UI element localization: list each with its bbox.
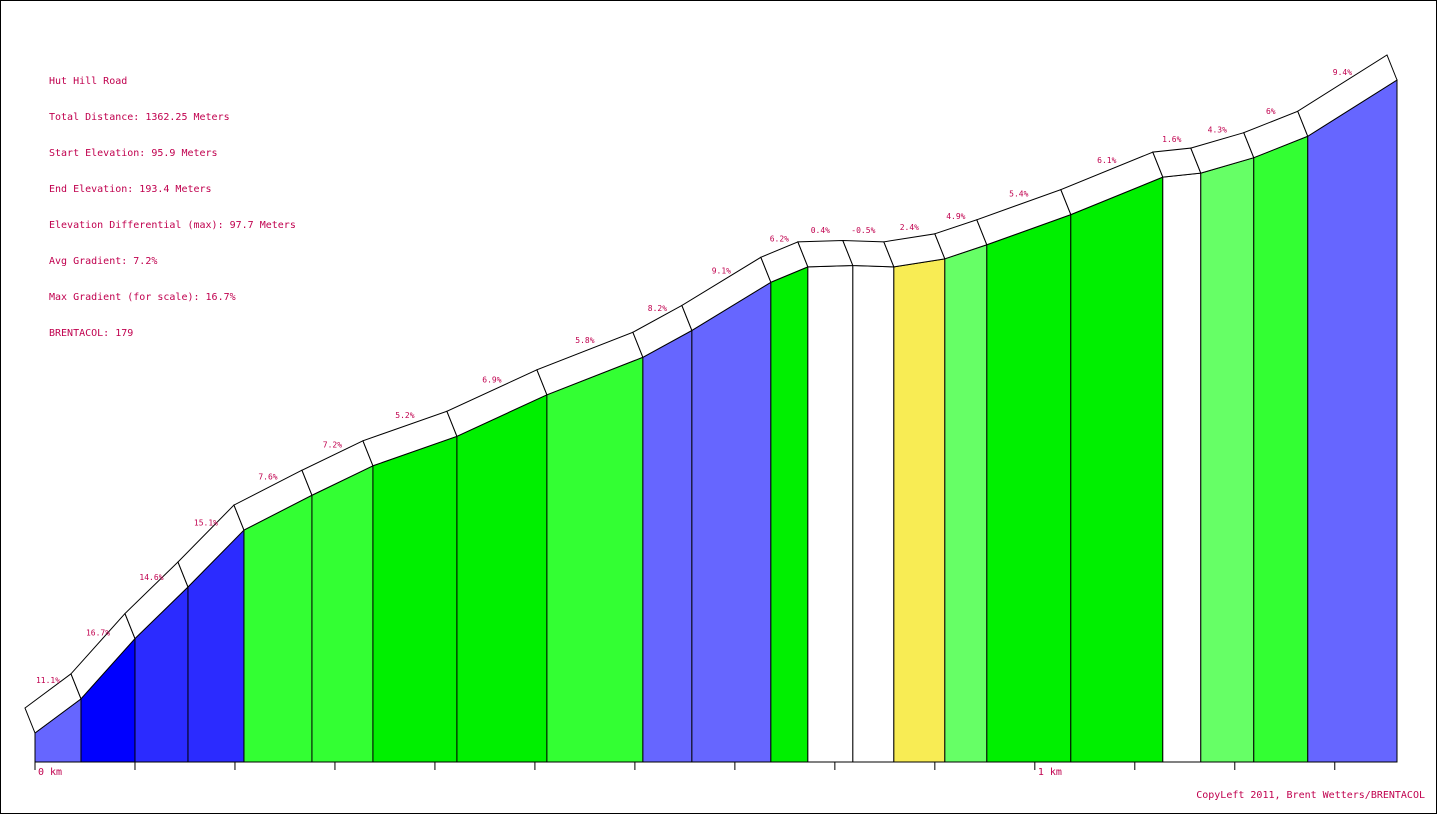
grade-label: -0.5% (851, 226, 875, 235)
grade-label: 16.7% (86, 629, 110, 638)
x-axis-km-label: 1 km (1038, 767, 1062, 778)
grade-label: 7.2% (323, 441, 342, 450)
grade-label: 6.1% (1097, 156, 1116, 165)
end-elevation: End Elevation: 193.4 Meters (49, 184, 212, 195)
grade-label: 11.1% (36, 676, 60, 685)
grade-label: 6.2% (770, 235, 789, 244)
gradient-segment (642, 329, 693, 763)
gradient-segment (311, 464, 374, 763)
grade-label: 9.1% (712, 266, 731, 275)
grade-label: 14.6% (139, 573, 163, 582)
grade-label: 6.9% (482, 376, 501, 385)
gradient-segment (944, 244, 988, 763)
gradient-segment (1162, 172, 1202, 763)
gradient-segment (691, 281, 772, 763)
gradient-segment (1253, 135, 1309, 763)
grade-label: 5.4% (1009, 190, 1028, 199)
gradient-segment (1307, 79, 1398, 763)
gradient-segment (546, 356, 644, 763)
copyright-notice: CopyLeft 2011, Brent Wetters/BRENTACOL (1196, 790, 1425, 801)
brentacol-score: BRENTACOL: 179 (49, 328, 134, 339)
gradient-segment (1200, 157, 1255, 763)
grade-label: 4.3% (1208, 125, 1227, 134)
gradient-segment (770, 266, 809, 763)
ride-info-block: Hut Hill Road Total Distance: 1362.25 Me… (49, 52, 296, 352)
total-distance: Total Distance: 1362.25 Meters (49, 112, 230, 123)
grade-label: 0.4% (811, 226, 830, 235)
gradient-segment (852, 265, 895, 763)
avg-gradient: Avg Gradient: 7.2% (49, 256, 158, 267)
start-elevation: Start Elevation: 95.9 Meters (49, 148, 218, 159)
grade-label: 8.2% (648, 304, 667, 313)
x-axis-km-label: 0 km (38, 767, 62, 778)
gradient-segment (243, 494, 313, 763)
road-name: Hut Hill Road (49, 76, 128, 87)
grade-label: 15.1% (194, 519, 218, 528)
grade-label: 6% (1266, 107, 1276, 116)
grade-label: 7.6% (258, 473, 277, 482)
max-gradient: Max Gradient (for scale): 16.7% (49, 292, 236, 303)
grade-label: 5.8% (575, 336, 594, 345)
grade-label: 5.2% (395, 411, 414, 420)
grade-label: 4.9% (946, 212, 965, 221)
elevation-differential: Elevation Differential (max): 97.7 Meter… (49, 220, 296, 231)
gradient-segment (372, 435, 458, 763)
grade-label: 2.4% (900, 223, 919, 232)
gradient-segment (456, 393, 548, 763)
grade-label: 1.6% (1162, 135, 1181, 144)
gradient-segment (807, 265, 854, 763)
road-band-segment (1297, 54, 1398, 138)
gradient-segment (986, 213, 1072, 763)
grade-label: 9.4% (1333, 68, 1352, 77)
gradient-segment (893, 258, 946, 763)
gradient-segment (1070, 176, 1164, 763)
